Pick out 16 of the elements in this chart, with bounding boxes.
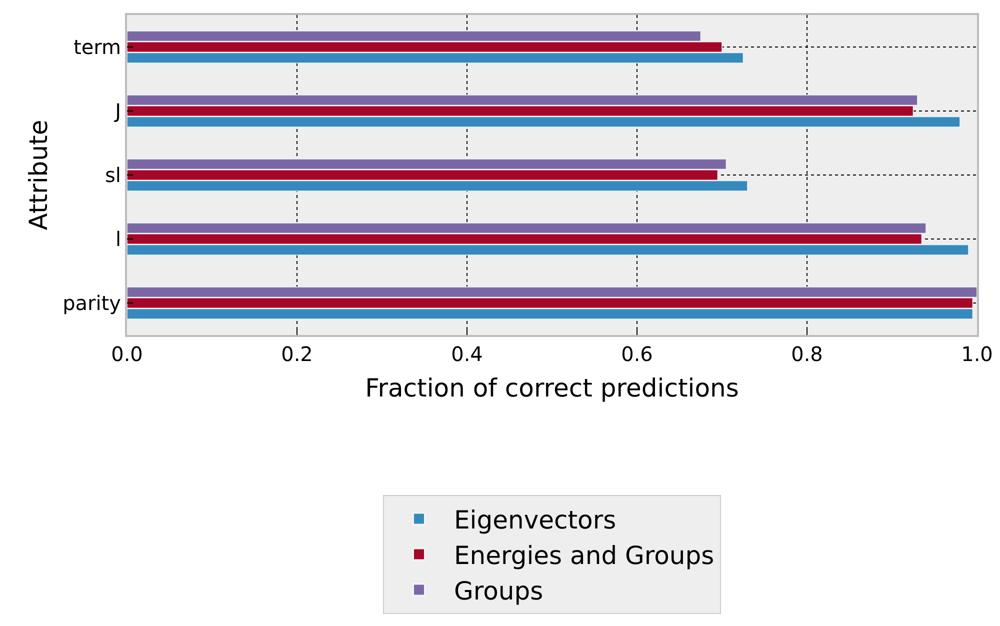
- x-tick-label: 1.0: [961, 342, 993, 366]
- legend-label: Energies and Groups: [454, 541, 714, 570]
- x-tick-label: 0.4: [451, 342, 483, 366]
- y-tick-label: term: [74, 35, 121, 59]
- x-tick-label: 0.0: [111, 342, 143, 366]
- x-axis-title: Fraction of correct predictions: [365, 374, 739, 402]
- x-tick-label: 0.6: [621, 342, 653, 366]
- y-tick-label: J: [113, 99, 121, 123]
- y-tick-label: parity: [62, 291, 122, 315]
- y-axis-title: Attribute: [24, 120, 53, 230]
- legend-label: Eigenvectors: [454, 506, 616, 534]
- legend-label: Groups: [454, 576, 544, 606]
- y-tick-label: sl: [105, 163, 121, 187]
- y-tick-label: l: [115, 227, 121, 251]
- x-tick-label: 0.2: [281, 342, 313, 366]
- x-tick-label: 0.8: [791, 342, 823, 366]
